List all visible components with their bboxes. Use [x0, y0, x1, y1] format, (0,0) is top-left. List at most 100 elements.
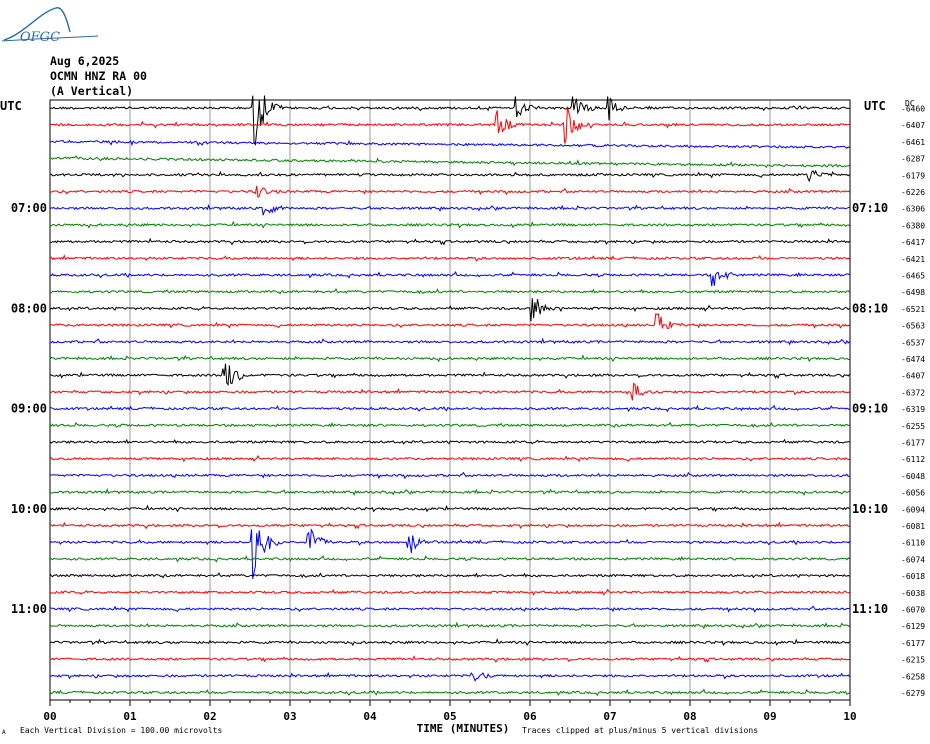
observatory-logo: OFGC — [1, 7, 99, 45]
seismic-trace — [49, 571, 850, 579]
logo-mountain-icon — [3, 7, 71, 41]
seismic-trace — [49, 438, 850, 445]
seismic-trace — [49, 254, 850, 262]
seismic-trace — [49, 363, 850, 387]
seismic-trace — [49, 504, 850, 513]
right-time-label: 11:10 — [852, 602, 888, 616]
date-label: Aug 6,2025 — [50, 54, 120, 68]
seismic-trace — [49, 288, 850, 295]
dc-offset-label: -6081 — [901, 522, 925, 531]
dc-offset-label: -6258 — [901, 672, 925, 681]
seismic-trace — [49, 421, 850, 429]
seismic-trace — [49, 655, 850, 663]
right-time-label: 09:10 — [852, 402, 888, 416]
seismic-trace — [49, 621, 850, 630]
station-label: OCMN HNZ RA 00 — [50, 69, 147, 83]
dc-offset-label: -6460 — [901, 105, 925, 114]
dc-offset-label: -6177 — [901, 639, 925, 648]
dc-header-label: DC — [905, 99, 915, 108]
left-time-label: 07:00 — [11, 201, 47, 215]
seismic-trace — [50, 169, 850, 183]
seismic-trace — [49, 528, 850, 579]
seismic-trace — [49, 203, 850, 216]
seismic-trace — [49, 487, 850, 496]
right-time-label: 10:10 — [852, 502, 888, 516]
left-time-label: 10:00 — [11, 502, 47, 516]
x-tick-label: 08 — [683, 710, 696, 723]
seismic-trace — [49, 298, 850, 322]
seismic-trace — [49, 404, 850, 413]
x-tick-label: 03 — [283, 710, 296, 723]
seismic-trace — [50, 95, 850, 146]
dc-offset-label: -6306 — [901, 205, 925, 214]
dc-offset-label: -6074 — [901, 555, 925, 564]
x-tick-label: 05 — [443, 710, 456, 723]
dc-offset-label: -6563 — [901, 322, 925, 331]
x-tick-label: 04 — [363, 710, 377, 723]
x-tick-label: 07 — [603, 710, 616, 723]
x-tick-label: 10 — [843, 710, 856, 723]
dc-offset-label: -6461 — [901, 138, 925, 147]
dc-offset-label: -6279 — [901, 689, 925, 698]
dc-offset-label: -6521 — [901, 305, 925, 314]
dc-offset-label: -6070 — [901, 606, 925, 615]
seismic-trace — [49, 454, 850, 463]
seismic-trace — [49, 220, 850, 229]
x-tick-label: 09 — [763, 710, 776, 723]
utc-right-label: UTC — [864, 99, 886, 113]
dc-offset-label: -6094 — [901, 505, 925, 514]
dc-offset-label: -6498 — [901, 288, 925, 297]
dc-offset-label: -6018 — [901, 572, 925, 581]
x-tick-label: 02 — [203, 710, 216, 723]
seismic-trace — [49, 554, 850, 563]
seismic-trace — [49, 313, 850, 330]
clip-note: Traces clipped at plus/minus 5 vertical … — [522, 726, 758, 735]
dc-offset-label: -6215 — [901, 656, 925, 665]
dc-offset-label: -6048 — [901, 472, 925, 481]
utc-left-label: UTC — [0, 99, 22, 113]
seismic-trace — [49, 271, 850, 287]
logo-text: OFGC — [20, 30, 60, 45]
seismic-trace — [49, 521, 850, 530]
seismic-trace — [49, 671, 850, 682]
seismic-trace — [50, 155, 850, 169]
dc-offset-label: -6319 — [901, 405, 925, 414]
seismic-trace — [49, 185, 850, 199]
component-label: (A Vertical) — [50, 84, 134, 98]
seismic-trace — [49, 354, 850, 363]
seismic-trace — [49, 382, 850, 401]
dc-offset-label: -6226 — [901, 188, 925, 197]
dc-offset-label: -6474 — [901, 355, 925, 364]
dc-offset-label: -6421 — [901, 255, 925, 264]
seismic-trace — [49, 638, 850, 647]
dc-offset-label: -6287 — [901, 155, 925, 164]
seismic-trace — [49, 107, 850, 144]
dc-offset-label: -6407 — [901, 372, 925, 381]
seismic-trace — [49, 471, 850, 480]
x-axis-title: TIME (MINUTES) — [417, 722, 510, 735]
x-tick-label: 01 — [123, 710, 137, 723]
division-note: Each Vertical Division = 100.00 microvol… — [20, 726, 222, 735]
dc-offset-label: -6255 — [901, 422, 925, 431]
dc-offset-label: -6537 — [901, 338, 925, 347]
dc-offset-label: -6038 — [901, 589, 925, 598]
dc-offset-label: -6177 — [901, 439, 925, 448]
seismic-trace — [49, 605, 850, 613]
dc-offset-label: -6407 — [901, 121, 925, 130]
dc-offset-label: -6372 — [901, 388, 925, 397]
left-time-label: 08:00 — [11, 301, 47, 315]
dc-offset-label: -6129 — [901, 622, 925, 631]
dc-offset-label: -6112 — [901, 455, 925, 464]
seismic-trace — [49, 139, 850, 149]
dc-offset-label: -6417 — [901, 238, 925, 247]
seismic-trace — [49, 588, 850, 597]
left-time-label: 11:00 — [11, 602, 47, 616]
seismic-trace — [49, 688, 850, 697]
left-time-label: 09:00 — [11, 402, 47, 416]
seismic-trace — [49, 337, 850, 346]
x-tick-label: 00 — [43, 710, 56, 723]
corner-mark: A — [2, 729, 6, 736]
dc-offset-label: -6179 — [901, 171, 925, 180]
dc-offset-label: -6056 — [901, 489, 925, 498]
